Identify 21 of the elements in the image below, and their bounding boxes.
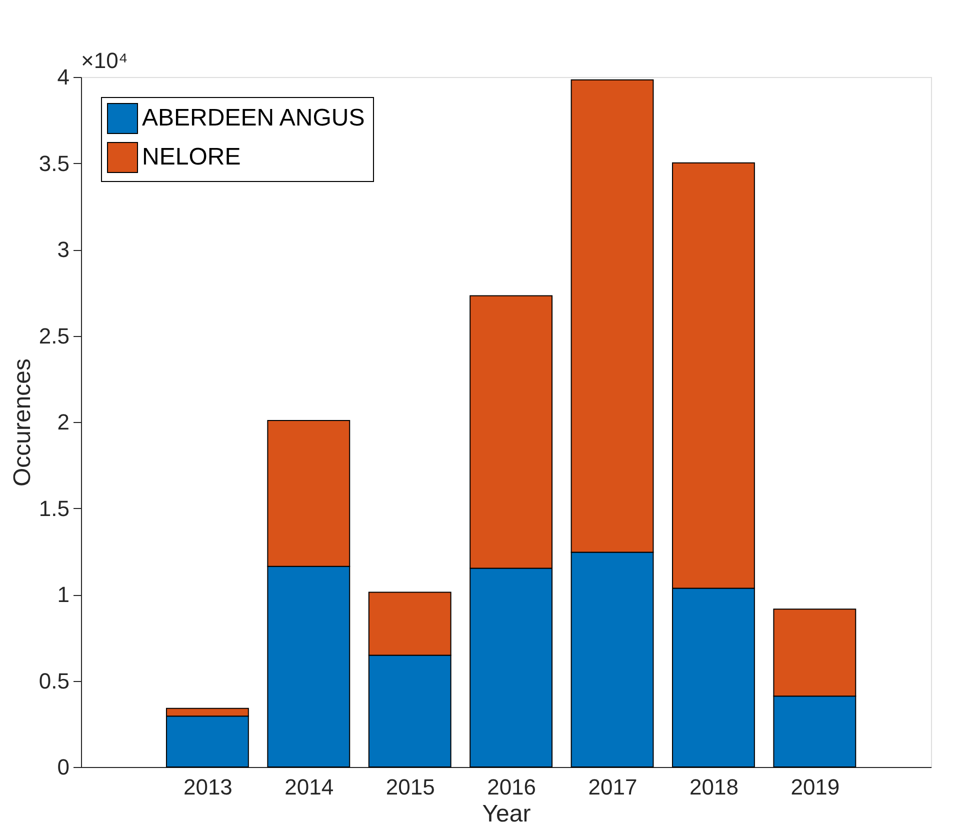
y-tick-label: 3 [57, 237, 70, 262]
y-axis-title: Occurences [8, 358, 36, 487]
x-tick-label: 2018 [689, 774, 738, 800]
y-tick-label: 2.5 [38, 323, 70, 348]
y-tick-label: 3.5 [38, 150, 70, 176]
legend-label: ABERDEEN ANGUS [142, 104, 365, 132]
x-tick-label: 2015 [386, 774, 435, 800]
x-tick-label: 2016 [487, 774, 536, 800]
y-tick-label: 0.5 [38, 668, 70, 694]
y-tick-label: 1.5 [38, 496, 70, 521]
y-tick-label: 1 [57, 582, 70, 607]
legend-label: NELORE [142, 144, 241, 170]
y-tick-label: 0 [57, 754, 70, 780]
x-tick-label: 2017 [588, 774, 638, 800]
x-axis-title: Year [482, 800, 531, 828]
y-tick-label: 4 [57, 64, 70, 90]
x-tick-label: 2019 [790, 774, 840, 800]
text: ×10⁴ [81, 48, 128, 73]
x-tick-label: 2014 [284, 774, 334, 800]
y-tick-label: 2 [57, 410, 70, 434]
x-tick-label: 2013 [183, 774, 232, 800]
